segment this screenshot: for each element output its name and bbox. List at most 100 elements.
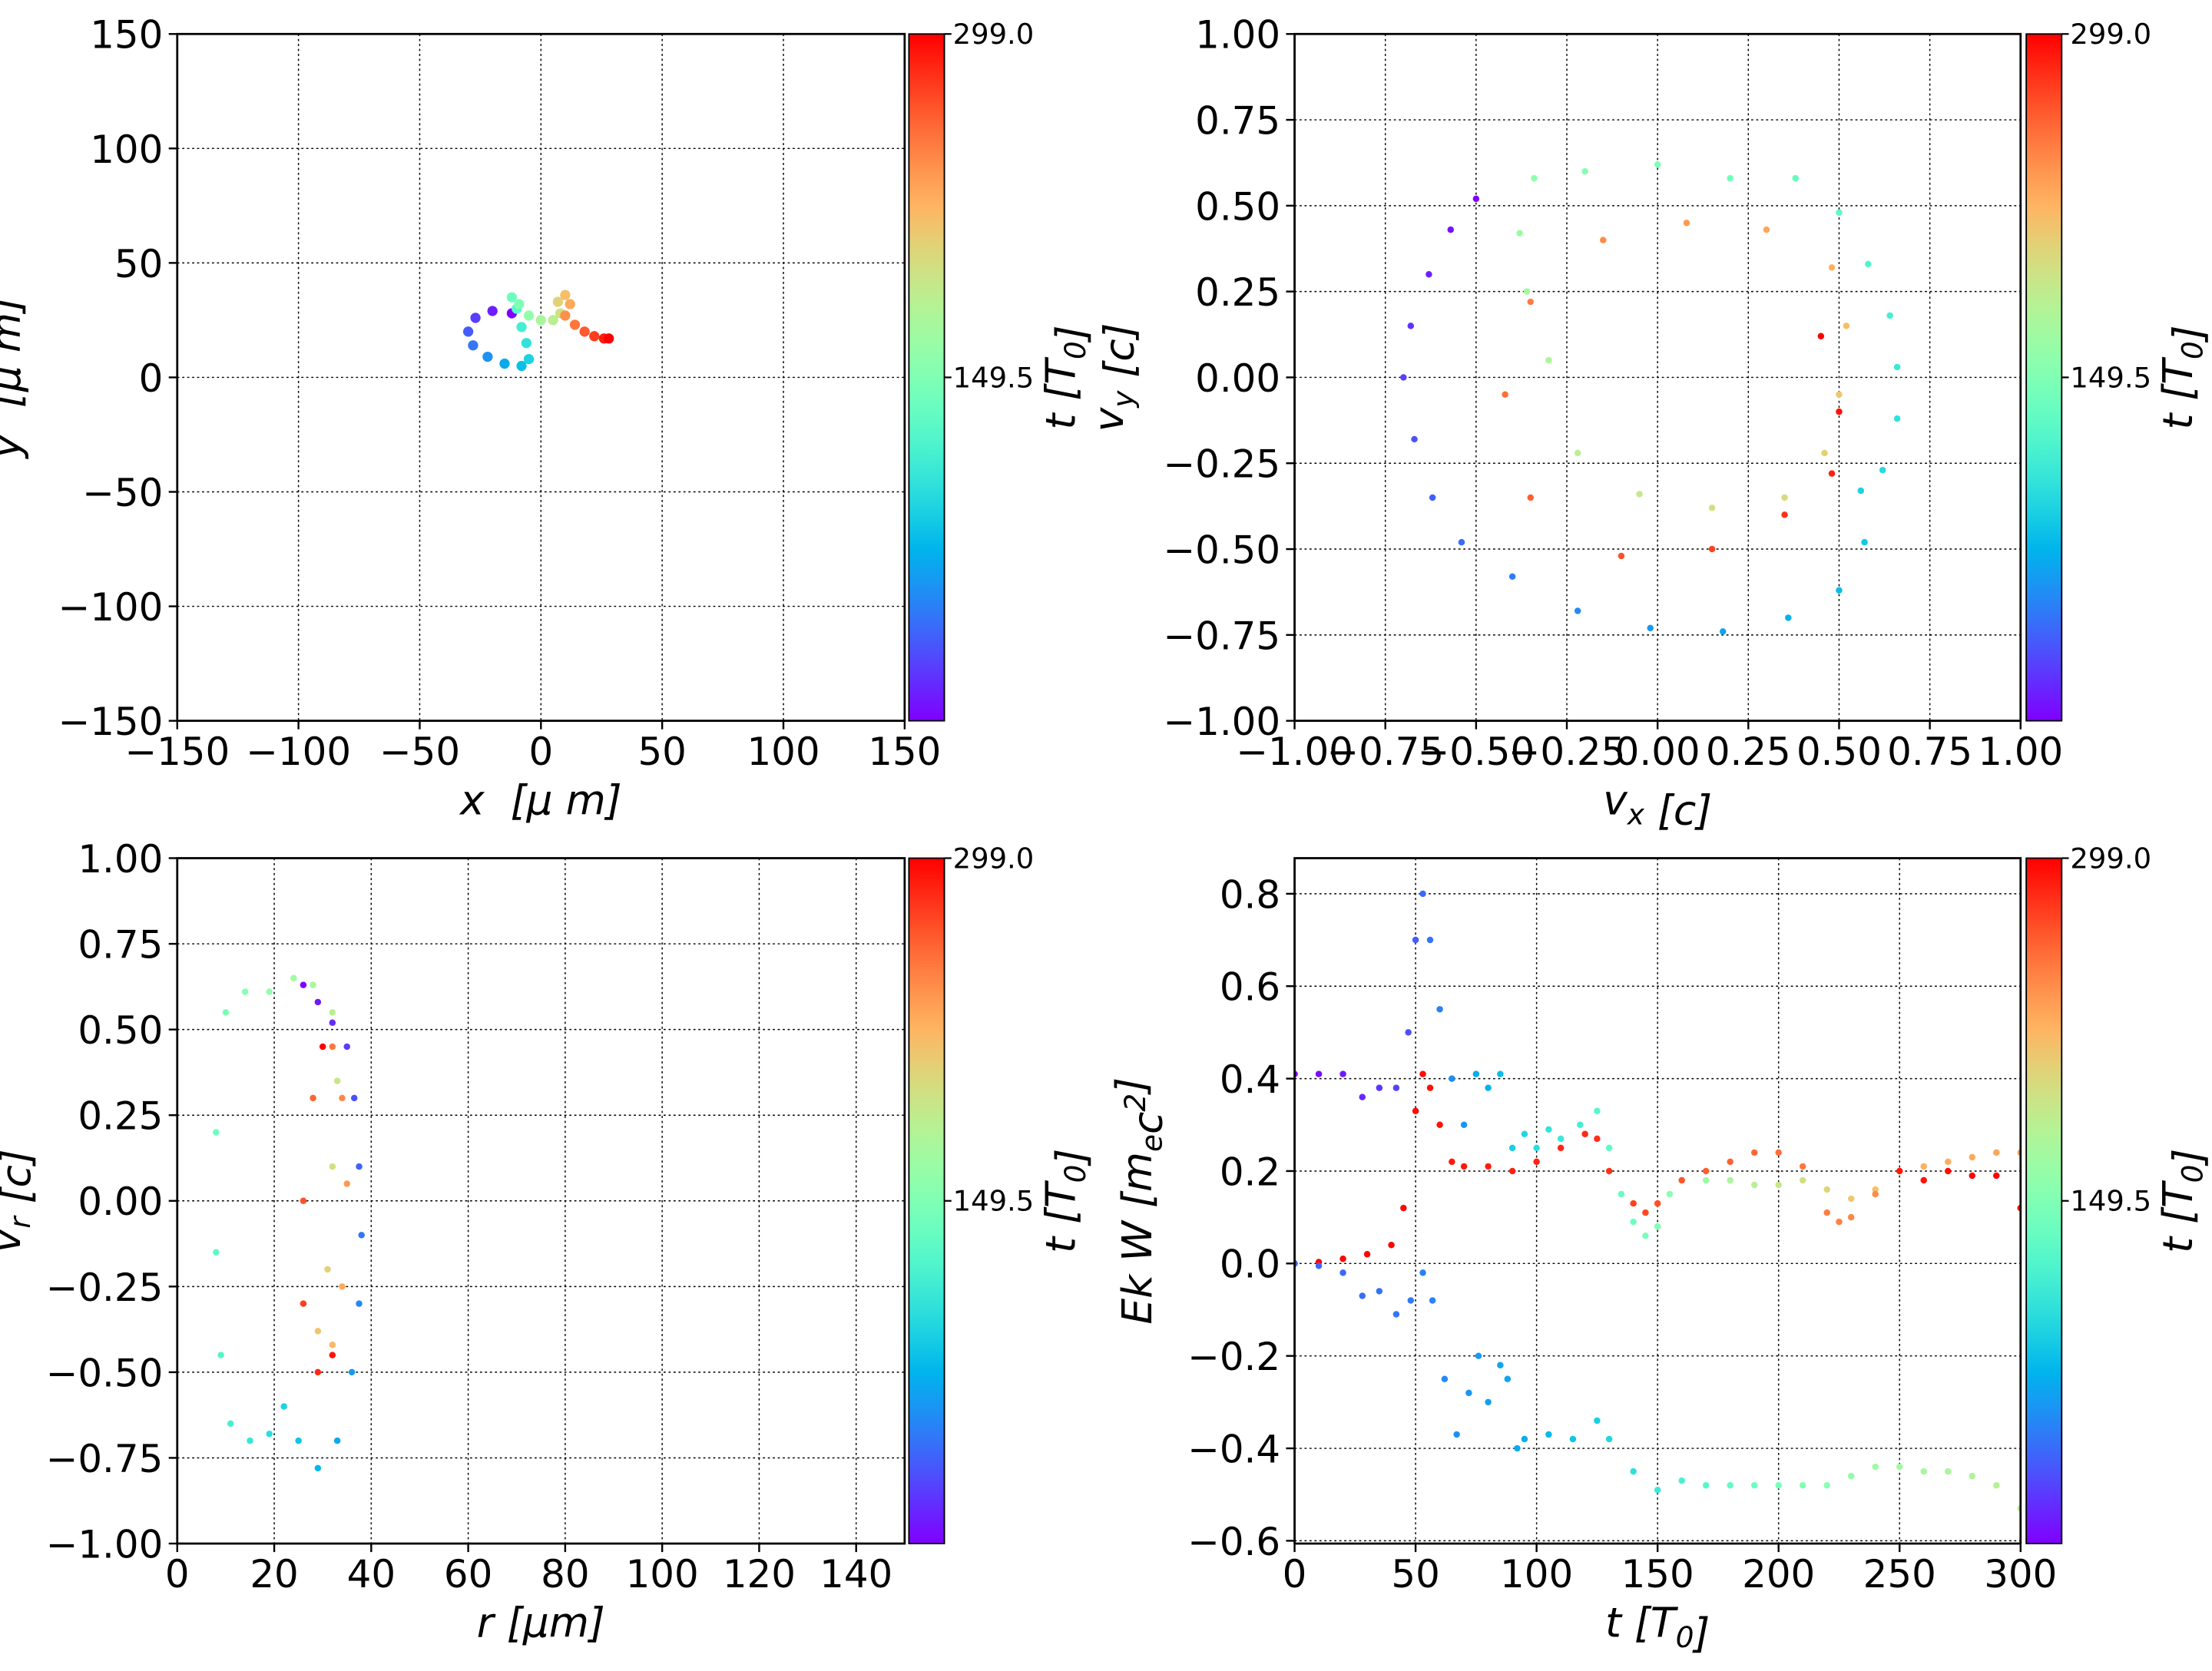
- data-point: [1485, 1398, 1492, 1406]
- data-point: [1727, 1481, 1734, 1489]
- data-point: [1545, 356, 1552, 364]
- y-tick-label: 0.50: [1195, 184, 1280, 229]
- data-point: [1781, 511, 1788, 518]
- x-tick-label: 0.00: [1615, 730, 1700, 774]
- x-tick-label: −0.50: [1417, 730, 1535, 774]
- data-point: [1475, 1352, 1482, 1359]
- marks: [213, 974, 365, 1472]
- y-tick-label: 0: [139, 356, 164, 401]
- data-point: [468, 340, 478, 351]
- data-point: [1569, 1435, 1577, 1443]
- y-tick-label: 0.00: [78, 1180, 163, 1224]
- data-point: [1485, 1163, 1492, 1170]
- data-point: [1447, 226, 1455, 233]
- data-point: [1594, 1417, 1601, 1424]
- y-tick-label: 0.25: [1195, 270, 1280, 315]
- data-point: [310, 1094, 316, 1102]
- y-tick-label: 1.00: [1195, 13, 1280, 58]
- data-point: [280, 1403, 287, 1410]
- y-tick-label: 0.50: [78, 1008, 163, 1053]
- data-point: [241, 988, 249, 995]
- data-point: [1618, 552, 1625, 560]
- data-point: [1750, 1149, 1758, 1156]
- data-point: [1775, 1181, 1782, 1189]
- data-point: [1799, 1163, 1806, 1170]
- data-point: [1708, 545, 1716, 553]
- data-point: [295, 1437, 302, 1444]
- data-point: [1514, 1444, 1521, 1452]
- data-point: [1654, 1223, 1661, 1230]
- data-point: [1605, 1144, 1613, 1152]
- data-point: [1865, 260, 1872, 268]
- y-axis-label: y [μ m]: [0, 296, 30, 459]
- colorbar: [2025, 857, 2063, 1544]
- y-tick-label: −0.75: [1163, 614, 1280, 658]
- y-tick-label: 150: [90, 13, 163, 58]
- data-point: [1485, 1084, 1492, 1091]
- x-tick-label: 120: [723, 1552, 796, 1597]
- data-point: [1429, 1297, 1436, 1304]
- data-point: [1823, 1481, 1830, 1489]
- data-point: [1727, 1158, 1734, 1166]
- data-point: [266, 988, 273, 995]
- data-point: [589, 331, 600, 342]
- data-point: [523, 310, 535, 321]
- marks: [1400, 160, 1901, 635]
- axes-frame: [1293, 857, 2022, 1545]
- data-point: [227, 1420, 234, 1428]
- data-point: [1405, 1029, 1412, 1036]
- data-point: [1817, 333, 1825, 340]
- data-point: [356, 1163, 363, 1170]
- data-point: [1654, 160, 1661, 168]
- x-tick-label: 0.25: [1706, 730, 1791, 774]
- data-point: [1828, 470, 1836, 477]
- data-point: [1719, 628, 1727, 635]
- data-point: [1339, 1256, 1346, 1262]
- data-point: [1419, 1070, 1426, 1077]
- y-tick-label: 0.00: [1195, 356, 1280, 401]
- data-point: [1823, 1209, 1830, 1216]
- y-tick-label: 0.0: [1220, 1242, 1280, 1287]
- data-point: [1920, 1163, 1927, 1170]
- x-tick-label: 60: [444, 1552, 492, 1597]
- data-point: [1419, 890, 1426, 898]
- data-point: [1872, 1190, 1879, 1198]
- y-tick-label: −0.6: [1187, 1520, 1280, 1564]
- data-point: [314, 1328, 322, 1335]
- y-tick-label: −0.2: [1187, 1335, 1280, 1379]
- data-point: [314, 998, 322, 1006]
- data-point: [1527, 494, 1534, 501]
- y-tick-label: −0.50: [1163, 528, 1280, 573]
- data-point: [1465, 1389, 1472, 1397]
- data-point: [1400, 374, 1407, 381]
- data-point: [499, 358, 510, 369]
- x-tick-label: 0: [165, 1552, 190, 1597]
- data-point: [329, 1043, 336, 1051]
- y-tick-label: −0.50: [46, 1351, 164, 1395]
- data-point: [1419, 1269, 1426, 1276]
- y-axis-label: vr [c]: [0, 1149, 40, 1252]
- x-tick-label: 1.00: [1978, 730, 2063, 774]
- x-tick-label: −100: [246, 730, 351, 774]
- data-point: [1893, 415, 1901, 422]
- data-point: [1504, 1375, 1512, 1383]
- data-point: [462, 326, 474, 337]
- data-point: [1411, 435, 1418, 443]
- data-point: [1630, 1199, 1637, 1207]
- axes-frame: [1293, 32, 2022, 723]
- data-point: [329, 1019, 336, 1026]
- data-point: [1642, 1232, 1649, 1239]
- y-tick-label: −0.25: [46, 1266, 164, 1310]
- data-point: [1359, 1094, 1366, 1100]
- data-point: [1993, 1481, 2000, 1489]
- data-point: [1376, 1288, 1383, 1295]
- data-point: [1315, 1070, 1323, 1077]
- data-point: [217, 1352, 224, 1358]
- x-tick-label: 0.75: [1887, 730, 1972, 774]
- data-point: [482, 351, 493, 362]
- data-point: [548, 315, 558, 326]
- data-point: [1857, 487, 1865, 495]
- x-tick-label: 0.50: [1796, 730, 1882, 774]
- data-point: [300, 1300, 307, 1307]
- data-point: [552, 296, 564, 307]
